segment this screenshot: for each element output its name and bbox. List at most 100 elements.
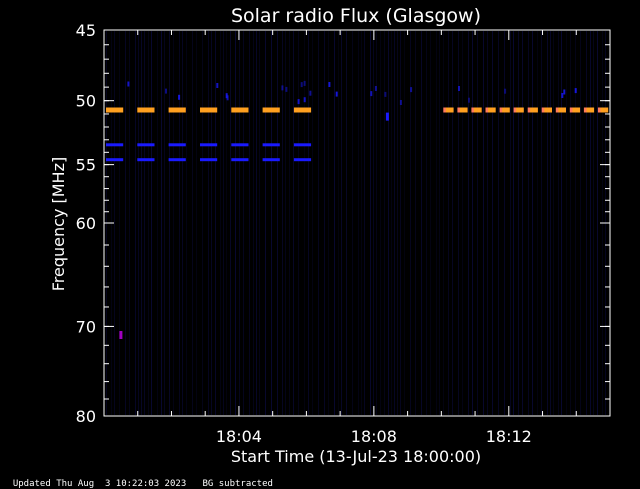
background-stripe [364,31,365,415]
background-stripe [138,31,139,415]
background-stripe [452,31,453,415]
band-dash [457,107,462,113]
noise-speck [468,97,470,103]
band-dash [106,107,124,113]
noise-speck [225,93,228,99]
background-stripe [226,31,227,415]
band-dash [459,107,468,113]
noise-speck [281,85,284,91]
background-stripe [439,31,440,415]
background-stripe [547,31,548,415]
noise-speck [574,88,577,94]
background-stripe [397,31,398,415]
background-stripe [510,31,511,415]
noise-speck [297,99,300,105]
background-stripe [135,31,136,415]
background-stripe [597,31,598,415]
emission-spot [119,331,123,339]
background-stripe [215,31,216,415]
band-dash [168,143,186,147]
background-stripe [400,31,401,415]
background-stripe [243,31,244,415]
band-dash [488,107,496,113]
background-stripe [358,31,359,415]
band-dash [293,107,312,113]
band-dash [168,158,186,162]
y-tick-label: 80 [76,407,96,426]
background-stripe [148,31,149,415]
background-stripe [384,31,385,415]
background-stripe [341,31,342,415]
band-dash [168,107,186,113]
band-dash [137,143,155,147]
y-axis-label: Frequency [MHz] [49,157,68,291]
background-stripe [125,31,126,415]
background-stripe [230,31,231,415]
band-dash [262,107,280,113]
background-stripe [144,31,145,415]
band-dash [541,107,546,113]
background-stripe [504,31,505,415]
background-stripe [388,31,389,415]
noise-speck [458,86,460,91]
background-stripe [334,31,335,415]
background-stripe [239,31,240,415]
background-stripe [458,31,459,415]
background-stripe [328,31,329,415]
background-stripe [448,31,449,415]
noise-speck [178,94,181,100]
band-dash [516,107,524,113]
background-stripe [173,31,174,415]
noise-speck [399,100,402,105]
background-stripe [558,31,559,415]
background-stripe [338,31,339,415]
background-stripe [361,31,362,415]
noise-speck [504,88,507,94]
background-stripe [537,31,538,415]
background-stripe [566,31,567,415]
background-stripe [289,31,290,415]
noise-speck [216,83,219,88]
background-stripe [528,31,529,415]
background-stripe [259,31,260,415]
band-dash [583,107,588,113]
chart-title: Solar radio Flux (Glasgow) [231,5,481,27]
background-stripe [522,31,523,415]
band-dash [558,107,566,113]
band-dash [293,158,312,162]
band-dash [262,158,280,162]
background-stripe [271,31,272,415]
x-tick-label: 18:04 [216,427,262,446]
background-stripe [324,31,325,415]
band-dash [137,107,155,113]
background-stripe [192,31,193,415]
background-stripe [468,31,469,415]
band-dash [443,107,448,113]
band-dash [471,107,476,113]
background-stripe [253,31,254,415]
noise-speck [561,93,564,98]
background-stripe [352,31,353,415]
y-tick-label: 60 [76,214,96,233]
background-stripe [211,31,212,415]
y-tick-label: 70 [76,317,96,336]
noise-speck [384,91,387,97]
background-stripe [570,31,571,415]
noise-speck [328,82,331,87]
y-tick-label: 55 [76,156,96,175]
noise-speck [303,80,306,86]
noise-speck [309,90,312,96]
background-stripe [580,31,581,415]
background-stripe [293,31,294,415]
band-dash [530,107,538,113]
emission-bands [106,107,609,162]
background-stripe [404,31,405,415]
background-stripe [477,31,478,415]
background-stripe [249,31,250,415]
background-stripe [256,31,257,415]
band-dash [200,158,218,162]
background-stripe [151,31,152,415]
band-dash [231,143,249,147]
background-stripe [498,31,499,415]
